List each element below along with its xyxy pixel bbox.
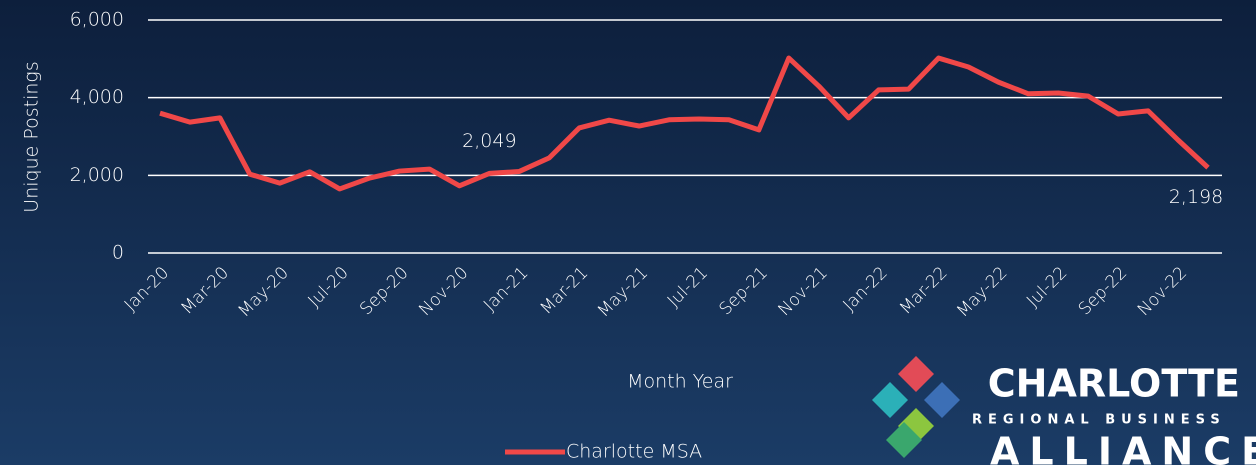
y-tick-label: 6,000	[70, 9, 124, 31]
y-axis-label: Unique Postings	[21, 61, 43, 212]
data-label: 2,198	[1169, 186, 1223, 208]
logo-icon	[872, 356, 960, 458]
logo-name: ALLIANCE	[990, 430, 1256, 466]
legend-label: Charlotte MSA	[566, 441, 702, 463]
y-tick-label: 4,000	[70, 86, 124, 108]
series-line	[159, 55, 1210, 192]
logo-subtitle: REGIONAL BUSINESS	[972, 413, 1226, 428]
y-tick-label: 2,000	[70, 164, 124, 186]
logo-title: CHARLOTTE	[988, 362, 1240, 406]
x-axis-label: Month Year	[627, 371, 733, 393]
y-tick-label: 0	[112, 242, 124, 264]
data-label: 2,049	[462, 130, 516, 152]
